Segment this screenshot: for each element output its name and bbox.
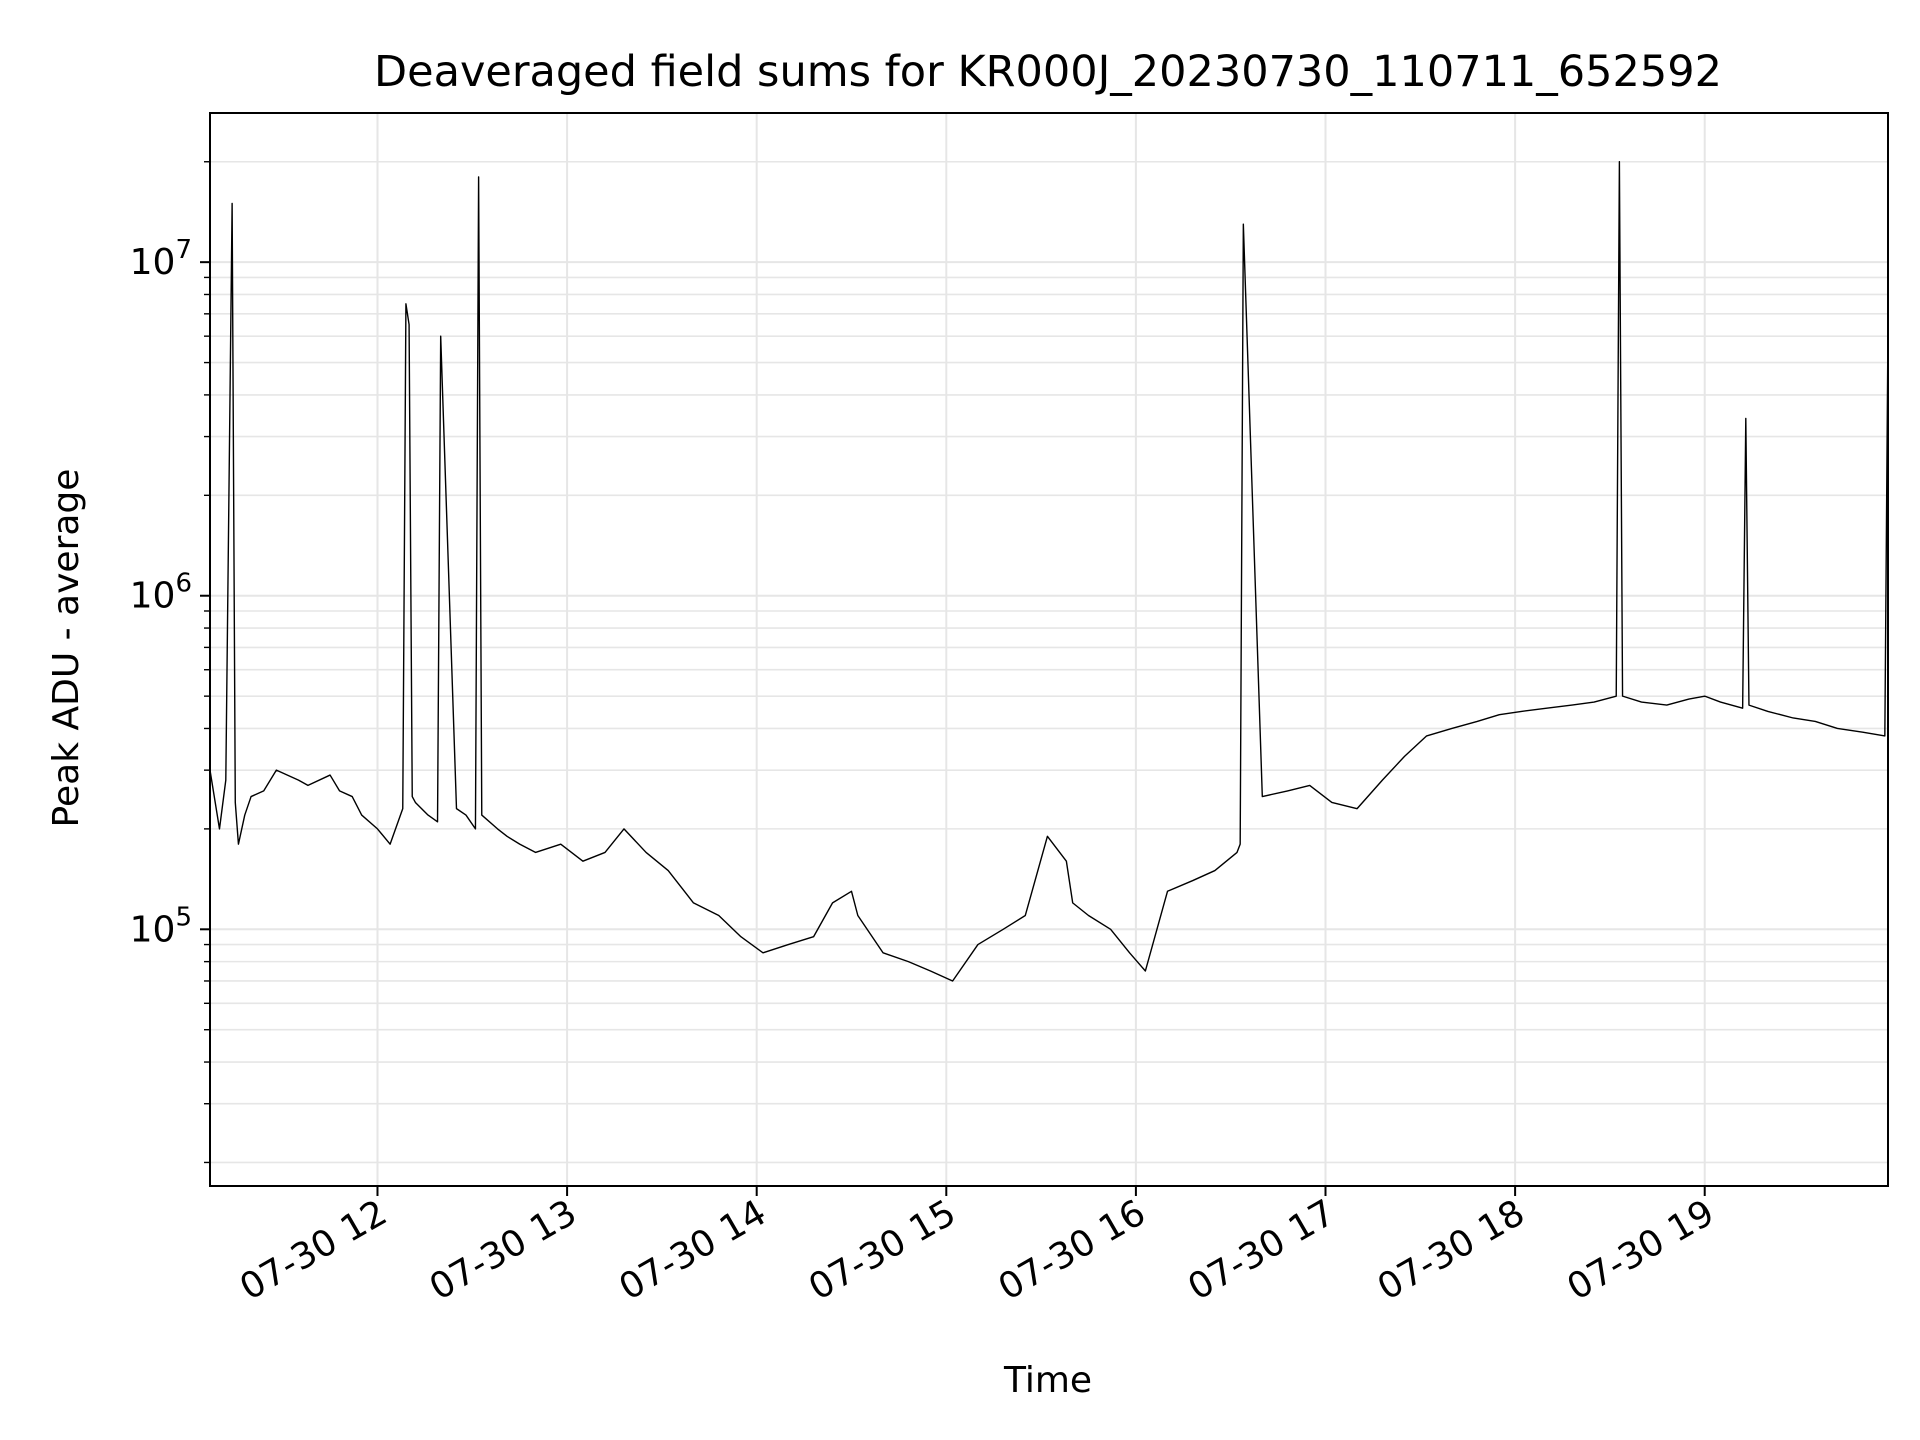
y-tick-exponent: 5: [175, 902, 192, 932]
y-axis-label: Peak ADU - average: [46, 469, 87, 828]
y-tick-label: 105: [130, 902, 192, 950]
y-tick-label: 106: [130, 569, 192, 617]
y-tick-label: 107: [130, 235, 192, 283]
x-axis-label: Time: [1003, 1360, 1092, 1401]
y-tick-base: 10: [130, 909, 176, 950]
y-tick-exponent: 6: [175, 569, 192, 599]
series-layer: [209, 161, 1889, 982]
y-tick-exponent: 7: [175, 235, 192, 265]
series-line: [209, 161, 1889, 982]
y-tick-base: 10: [130, 576, 176, 617]
chart-title: Deaveraged field sums for KR000J_2023073…: [374, 47, 1722, 97]
plot-frame: [209, 112, 1889, 1187]
grid: [210, 113, 1888, 1186]
y-tick-base: 10: [130, 242, 176, 283]
